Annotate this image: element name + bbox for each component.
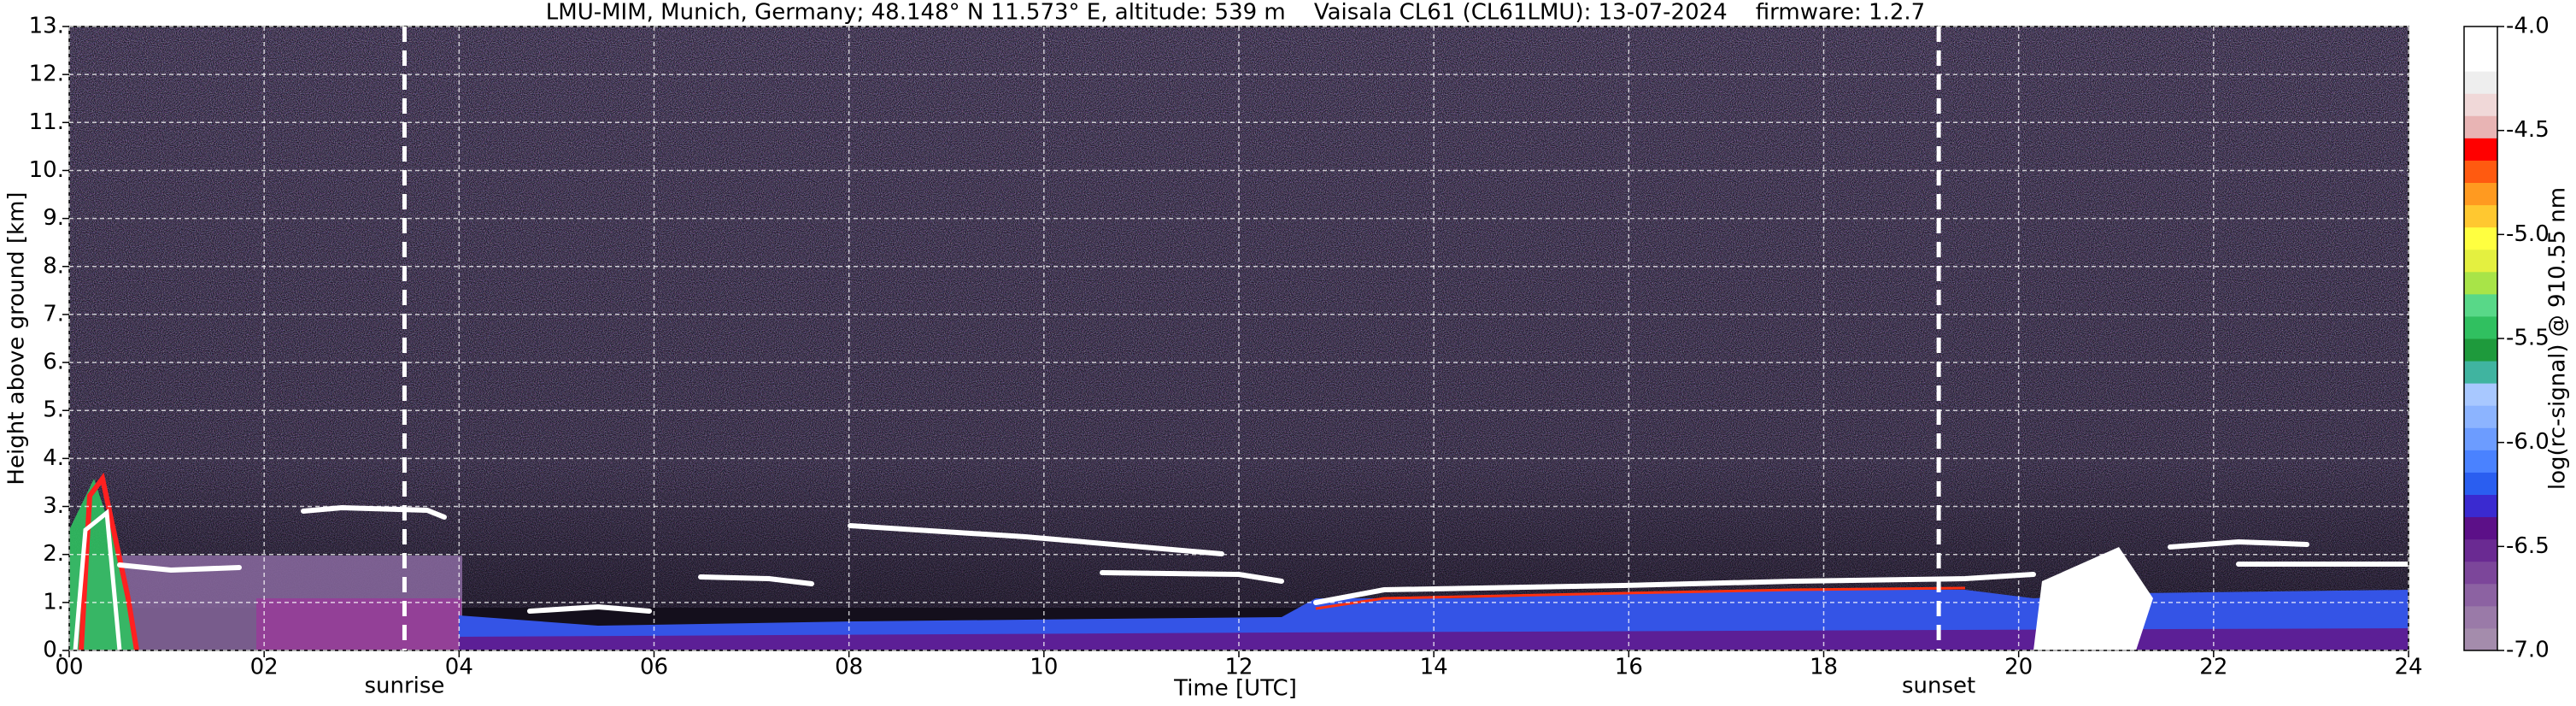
colorbar-swatch bbox=[2464, 516, 2497, 540]
colorbar-swatch bbox=[2464, 227, 2497, 250]
chart-title: LMU-MIM, Munich, Germany; 48.148° N 11.5… bbox=[546, 0, 1925, 26]
y-axis-label: Height above ground [km] bbox=[4, 191, 30, 485]
colorbar-swatch bbox=[2464, 138, 2497, 161]
colorbar-swatch bbox=[2464, 293, 2497, 317]
colorbar-swatch bbox=[2464, 605, 2497, 629]
y-tick-label: 5. bbox=[43, 397, 64, 423]
colorbar-swatch bbox=[2464, 49, 2497, 72]
y-tick-label: 1. bbox=[43, 589, 64, 615]
annotation-label: sunrise bbox=[364, 674, 444, 699]
y-tick-label: 12. bbox=[29, 62, 64, 87]
colorbar-tick-label: -6.0 bbox=[2506, 429, 2550, 455]
colorbar-swatch bbox=[2464, 383, 2497, 406]
y-tick-label: 6. bbox=[43, 350, 64, 375]
y-tick-label: 2. bbox=[43, 541, 64, 567]
x-tick-label: 18 bbox=[1810, 655, 1838, 680]
colorbar-swatch bbox=[2464, 160, 2497, 183]
colorbar-swatch bbox=[2464, 583, 2497, 607]
y-tick-label: 8. bbox=[43, 253, 64, 279]
colorbar-swatch bbox=[2464, 271, 2497, 295]
colorbar-swatch bbox=[2464, 538, 2497, 562]
x-tick-label: 06 bbox=[640, 655, 668, 680]
colorbar-swatch bbox=[2464, 26, 2497, 50]
colorbar-swatch bbox=[2464, 115, 2497, 138]
y-tick-label: 13. bbox=[29, 14, 64, 39]
x-tick-label: 14 bbox=[1420, 655, 1448, 680]
x-tick-label: 24 bbox=[2394, 655, 2422, 680]
colorbar-label: log(rc-signal) @ 910.55 nm bbox=[2545, 187, 2571, 490]
x-tick-label: 16 bbox=[1615, 655, 1643, 680]
colorbar-swatch bbox=[2464, 315, 2497, 339]
x-tick-label: 00 bbox=[55, 655, 83, 680]
colorbar-tick-label: -4.0 bbox=[2506, 14, 2550, 39]
y-tick-label: 0. bbox=[43, 638, 64, 663]
colorbar-swatch bbox=[2464, 561, 2497, 585]
colorbar-tick-label: -6.5 bbox=[2506, 533, 2550, 559]
x-tick-label: 08 bbox=[835, 655, 863, 680]
colorbar-tick-label: -7.0 bbox=[2506, 638, 2550, 663]
colorbar-swatch bbox=[2464, 93, 2497, 116]
colorbar-tick-label: -5.0 bbox=[2506, 221, 2550, 247]
y-tick-label: 10. bbox=[29, 157, 64, 183]
x-tick-label: 02 bbox=[250, 655, 279, 680]
x-axis-label: Time [UTC] bbox=[1173, 676, 1297, 702]
colorbar-swatch bbox=[2464, 450, 2497, 473]
y-tick-label: 11. bbox=[29, 109, 64, 135]
colorbar-tick-label: -4.5 bbox=[2506, 117, 2550, 143]
colorbar-swatch bbox=[2464, 494, 2497, 518]
colorbar-swatch bbox=[2464, 405, 2497, 428]
colorbar-tick-label: -5.5 bbox=[2506, 326, 2550, 351]
y-tick-label: 3. bbox=[43, 493, 64, 519]
annotation-label: sunset bbox=[1902, 674, 1975, 699]
colorbar-swatch bbox=[2464, 338, 2497, 362]
colorbar-swatch bbox=[2464, 71, 2497, 94]
colorbar-swatch bbox=[2464, 204, 2497, 228]
y-tick-label: 7. bbox=[43, 301, 64, 327]
x-tick-label: 12 bbox=[1224, 655, 1253, 680]
colorbar-swatch bbox=[2464, 627, 2497, 651]
x-tick-label: 22 bbox=[2199, 655, 2227, 680]
colorbar-swatch bbox=[2464, 182, 2497, 206]
colorbar-swatch bbox=[2464, 427, 2497, 450]
colorbar-swatch bbox=[2464, 249, 2497, 273]
x-tick-label: 20 bbox=[2004, 655, 2033, 680]
x-tick-label: 10 bbox=[1030, 655, 1058, 680]
x-tick-label: 04 bbox=[445, 655, 473, 680]
colorbar-swatch bbox=[2464, 472, 2497, 495]
y-tick-label: 9. bbox=[43, 205, 64, 231]
colorbar-swatch bbox=[2464, 361, 2497, 384]
y-tick-label: 4. bbox=[43, 445, 64, 471]
